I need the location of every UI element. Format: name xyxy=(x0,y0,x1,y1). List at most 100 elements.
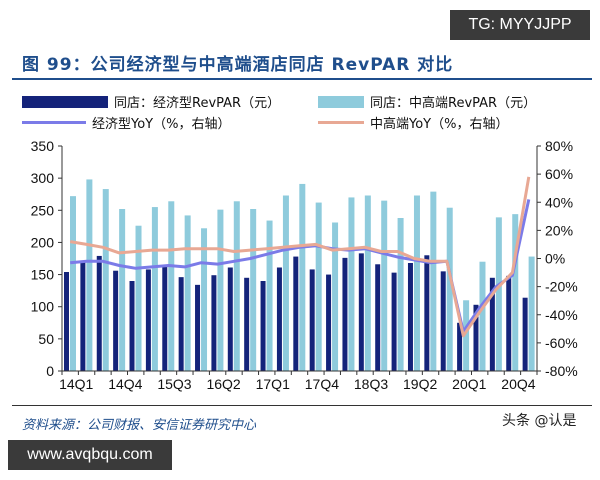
legend-label: 同店：经济型RevPAR（元） xyxy=(114,96,281,111)
bar-midscale-14Q2 xyxy=(86,179,93,371)
bar-midscale-20Q4 xyxy=(512,214,519,371)
legend-item-midscale-yoy: 中高端YoY（%，右轴） xyxy=(318,113,508,132)
source-note: 资料来源：公司财报、安信证券研究中心 xyxy=(22,418,257,433)
bar-midscale-17Q4 xyxy=(315,202,322,371)
bar-economy-14Q1 xyxy=(64,272,69,371)
watermark-tg: TG: MYYJJPP xyxy=(450,10,590,40)
bar-midscale-19Q2 xyxy=(413,195,420,371)
legend-swatch xyxy=(22,95,108,108)
bar-economy-19Q1 xyxy=(391,272,397,371)
bar-midscale-17Q3 xyxy=(299,183,306,371)
watermark-url: www.avqbqu.com xyxy=(8,440,172,470)
bar-economy-16Q4 xyxy=(244,277,250,371)
bar-economy-15Q3 xyxy=(162,266,168,371)
x-tick-label-14Q1: 14Q1 xyxy=(59,376,93,392)
legend-swatch xyxy=(318,95,364,108)
bar-economy-16Q3 xyxy=(227,267,233,371)
legend-label: 经济型YoY（%，右轴） xyxy=(92,117,231,132)
x-tick-label-14Q4: 14Q4 xyxy=(108,376,142,392)
bar-midscale-14Q4 xyxy=(119,209,126,371)
bar-midscale-19Q1 xyxy=(397,218,404,371)
bar-midscale-14Q1 xyxy=(70,196,76,371)
bar-midscale-20Q2 xyxy=(479,261,486,371)
bar-economy-20Q3 xyxy=(489,277,495,371)
x-tick-label-20Q4: 20Q4 xyxy=(501,376,535,392)
x-tick-label-19Q2: 19Q2 xyxy=(403,376,437,392)
title-divider xyxy=(12,78,592,80)
y2-tick-label-20%: 20% xyxy=(545,222,573,238)
x-tick-label-17Q1: 17Q1 xyxy=(256,376,290,392)
bar-economy-20Q1 xyxy=(457,322,463,371)
x-tick-label-17Q4: 17Q4 xyxy=(305,376,339,392)
bar-midscale-15Q3 xyxy=(168,201,175,371)
bar-economy-16Q1 xyxy=(195,284,201,371)
y2-tick-label--20%: -20% xyxy=(545,279,578,295)
bar-midscale-18Q4 xyxy=(381,200,388,371)
bar-midscale-16Q4 xyxy=(250,209,257,371)
bar-economy-15Q1 xyxy=(129,281,135,371)
bar-midscale-20Q1 xyxy=(463,300,470,371)
bar-economy-16Q2 xyxy=(211,275,217,371)
x-tick-label-15Q3: 15Q3 xyxy=(157,376,191,392)
x-tick-label-18Q3: 18Q3 xyxy=(354,376,388,392)
bar-economy-17Q4 xyxy=(309,269,315,371)
y2-tick-label-0%: 0% xyxy=(545,251,565,267)
bar-economy-18Q2 xyxy=(342,257,348,371)
bar-midscale-14Q3 xyxy=(102,189,109,371)
y2-tick-label--40%: -40% xyxy=(545,307,578,323)
bar-midscale-18Q2 xyxy=(348,197,355,371)
bar-midscale-15Q1 xyxy=(135,225,142,371)
bar-economy-18Q3 xyxy=(358,253,364,371)
bar-economy-19Q4 xyxy=(440,271,446,371)
y2-tick-label-80%: 80% xyxy=(545,138,573,154)
y-tick-label-350: 350 xyxy=(31,138,55,154)
watermark-toutiao: 头条 @认是 xyxy=(502,413,577,429)
line-midscale-yoy xyxy=(69,176,531,338)
chart-plot: 0 50 100 150 200 250 300 350 -80% -60% -40% -20% 0% 2… xyxy=(31,138,578,392)
y-tick-label-50: 50 xyxy=(38,331,54,347)
bar-midscale-18Q3 xyxy=(364,195,371,371)
bar-midscale-16Q2 xyxy=(217,209,224,371)
bar-midscale-18Q1 xyxy=(332,222,339,371)
bar-economy-19Q3 xyxy=(424,255,430,371)
bar-midscale-15Q4 xyxy=(184,215,191,371)
bar-midscale-21Q1 xyxy=(528,256,535,371)
legend-item-midscale-revpar: 同店：中高端RevPAR（元） xyxy=(318,92,536,111)
bar-midscale-15Q2 xyxy=(151,207,158,371)
bar-midscale-17Q1 xyxy=(266,220,273,371)
y-tick-label-0: 0 xyxy=(46,363,54,379)
bar-economy-20Q2 xyxy=(473,304,479,371)
bar-midscale-16Q1 xyxy=(201,228,208,371)
bar-midscale-19Q4 xyxy=(446,207,453,371)
x-tick-label-16Q2: 16Q2 xyxy=(206,376,240,392)
bar-economy-18Q4 xyxy=(375,264,381,371)
y-tick-label-100: 100 xyxy=(31,299,55,315)
bar-economy-15Q4 xyxy=(178,277,184,371)
bar-economy-17Q1 xyxy=(260,281,266,371)
legend-swatch xyxy=(22,121,86,124)
bar-economy-15Q2 xyxy=(145,269,151,371)
bar-economy-19Q2 xyxy=(407,263,413,371)
legend-item-economy-yoy: 经济型YoY（%，右轴） xyxy=(22,113,230,132)
legend-swatch xyxy=(318,121,364,124)
legend-label: 同店：中高端RevPAR（元） xyxy=(370,96,537,111)
bar-economy-21Q1 xyxy=(522,297,528,371)
y-tick-label-300: 300 xyxy=(31,170,55,186)
y2-tick-label-40%: 40% xyxy=(545,194,573,210)
y-tick-label-250: 250 xyxy=(31,202,55,218)
bar-midscale-19Q3 xyxy=(430,191,437,371)
y-tick-label-150: 150 xyxy=(31,267,55,283)
y2-tick-label-60%: 60% xyxy=(545,166,573,182)
bar-economy-14Q2 xyxy=(80,261,86,371)
bar-economy-14Q3 xyxy=(96,255,102,371)
chart-title: 图 99：公司经济型与中高端酒店同店 RevPAR 对比 xyxy=(22,55,454,75)
y-tick-label-200: 200 xyxy=(31,234,55,250)
bar-economy-14Q4 xyxy=(113,270,119,371)
bar-economy-20Q4 xyxy=(506,275,512,371)
bar-midscale-16Q3 xyxy=(233,201,240,371)
bar-midscale-17Q2 xyxy=(282,195,289,371)
bar-economy-17Q3 xyxy=(293,256,299,371)
legend-label: 中高端YoY（%，右轴） xyxy=(370,117,509,132)
bar-economy-17Q2 xyxy=(276,267,282,371)
source-divider xyxy=(12,405,592,406)
